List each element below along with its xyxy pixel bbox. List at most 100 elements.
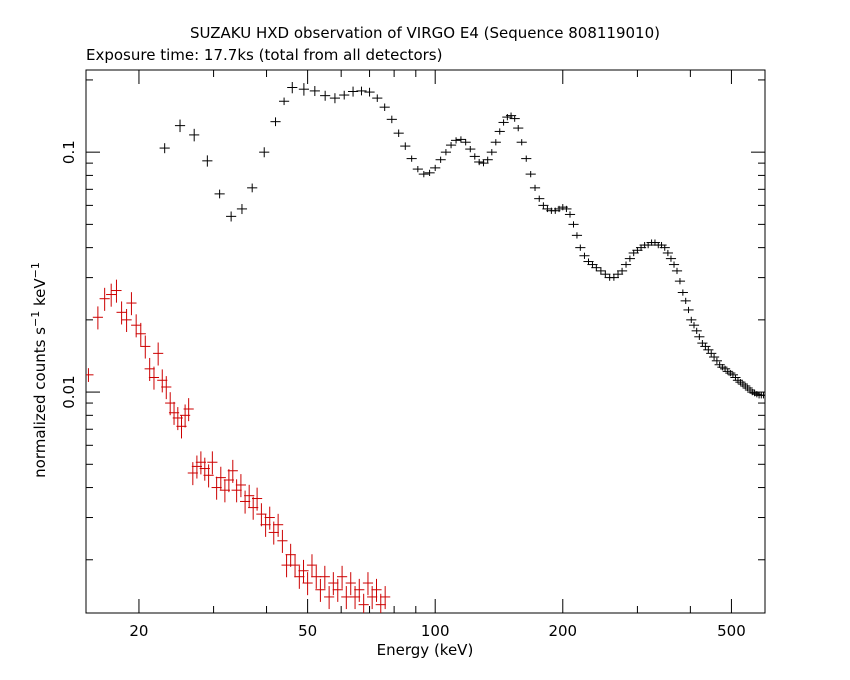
data-point [379, 103, 390, 111]
data-point [298, 83, 309, 96]
data-point [99, 287, 110, 311]
data-point [680, 297, 691, 305]
data-point [148, 366, 160, 390]
data-point [315, 578, 326, 602]
data-point [465, 145, 476, 153]
data-point [121, 308, 132, 332]
data-point [406, 155, 417, 162]
y-tick-label: 0.01 [60, 375, 78, 408]
data-point [187, 462, 198, 486]
data-point [418, 171, 429, 178]
data-point [273, 513, 284, 537]
x-axis-label: Energy (keV) [377, 641, 474, 659]
data-point [521, 155, 532, 162]
data-point [278, 97, 290, 106]
data-point [354, 578, 365, 602]
data-point [469, 153, 480, 160]
data-point [571, 232, 583, 239]
data-point [140, 335, 151, 359]
data-point [364, 87, 375, 97]
chart-subtitle: Exposure time: 17.7ks (total from all de… [86, 46, 442, 64]
y-axis-label-exp1: −1 [29, 311, 42, 327]
data-point [339, 90, 350, 100]
data-point [677, 289, 688, 296]
data-point [697, 340, 708, 347]
data-point [287, 82, 298, 94]
data-point [686, 316, 697, 324]
data-point [281, 554, 292, 578]
data-point [298, 559, 309, 583]
data-point [264, 506, 275, 530]
data-point [674, 278, 686, 285]
data-point [700, 343, 711, 350]
data-point [362, 572, 374, 596]
data-point [440, 149, 452, 156]
data-point [435, 156, 446, 163]
axis-ticks [86, 70, 766, 613]
data-point [482, 156, 493, 163]
x-tick-label: 100 [421, 622, 450, 640]
data-point [226, 211, 237, 222]
data-point [386, 115, 397, 124]
data-point [445, 142, 457, 149]
data-point [183, 398, 194, 422]
data-point [189, 128, 200, 142]
data-point [256, 503, 267, 527]
data-point [356, 86, 367, 96]
data-point [371, 578, 382, 602]
data-point [460, 139, 471, 146]
data-point [332, 578, 343, 602]
data-point [227, 459, 238, 483]
series-1 [86, 279, 391, 613]
data-point [311, 565, 322, 589]
data-point [126, 292, 137, 316]
data-point [620, 261, 632, 268]
data-point [306, 554, 318, 578]
data-point [568, 221, 579, 228]
data-point [294, 565, 305, 589]
data-point [400, 142, 411, 150]
data-point [347, 86, 359, 97]
data-point [616, 267, 628, 275]
data-point [320, 90, 331, 101]
data-point [219, 479, 230, 503]
data-point [474, 158, 485, 166]
data-point [215, 466, 226, 490]
data-point [412, 166, 423, 173]
data-point [509, 115, 520, 122]
data-point [659, 244, 670, 251]
data-point [708, 353, 720, 361]
data-point [235, 474, 246, 498]
axis-tick-labels: 20 50 100 200 500 0.01 0.1 [60, 140, 746, 640]
data-point [247, 183, 258, 193]
data-point [662, 249, 673, 257]
data-point [668, 261, 680, 268]
data-series [86, 82, 765, 613]
data-point [161, 376, 172, 400]
data-point [665, 255, 677, 262]
data-point [195, 451, 206, 475]
data-point [324, 586, 335, 610]
data-point [561, 205, 572, 213]
data-point [711, 357, 722, 364]
data-point [289, 554, 301, 578]
data-point [372, 94, 383, 102]
data-point [688, 322, 700, 329]
data-point [135, 322, 146, 346]
data-point [231, 479, 242, 503]
data-point [236, 204, 248, 215]
y-axis-label-unit: keV [31, 278, 49, 311]
data-point [691, 327, 702, 335]
data-point [309, 86, 320, 97]
data-point [587, 261, 598, 268]
data-point [211, 476, 222, 500]
plot-frame [85, 69, 766, 614]
data-point [525, 171, 536, 178]
data-point [223, 469, 234, 493]
data-point [207, 451, 218, 475]
data-point [430, 164, 441, 172]
y-axis-label: normalized counts s−1 keV−1 [29, 262, 49, 478]
data-point [159, 143, 170, 154]
x-tick-label: 20 [129, 622, 148, 640]
